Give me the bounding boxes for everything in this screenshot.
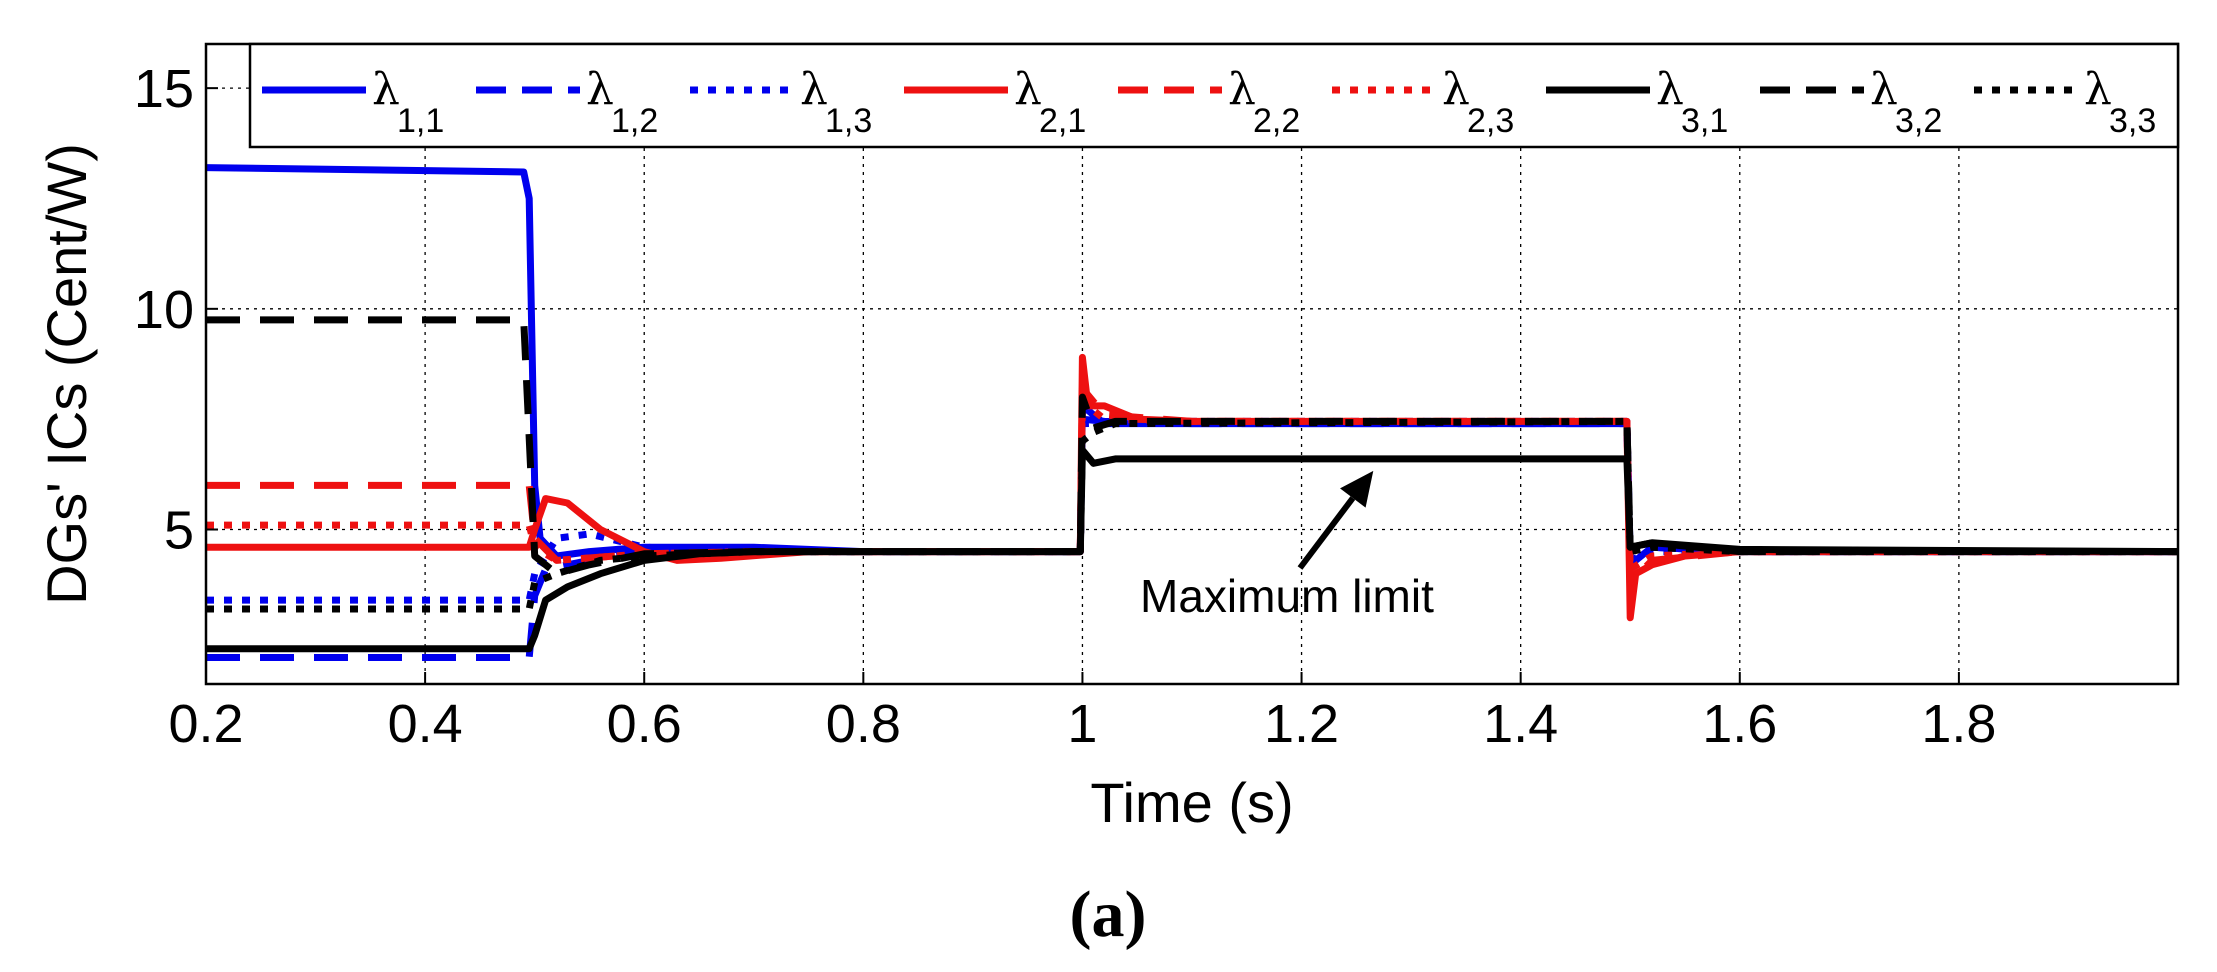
legend-subscript-3-1: 3,1 <box>1681 102 1728 140</box>
x-axis-title: Time (s) <box>1090 771 1293 834</box>
series-line-3-3 <box>206 417 2178 613</box>
legend-subscript-3-3: 3,3 <box>2109 102 2156 140</box>
y-tick-label: 15 <box>134 59 194 119</box>
legend-label-2-2: λ <box>1228 64 1256 115</box>
legend-label-1-1: λ <box>372 64 400 115</box>
series-line-1-1 <box>205 164 2178 569</box>
x-tick-label: 1.2 <box>1264 694 1339 754</box>
annotation-text: Maximum limit <box>1140 570 1434 622</box>
legend-subscript-3-2: 3,2 <box>1895 102 1942 140</box>
legend-subscript-2-1: 2,1 <box>1039 102 1086 140</box>
annotation: Maximum limit <box>1140 470 1434 622</box>
legend: λ1,1λ1,2λ1,3λ2,1λ2,2λ2,3λ3,1λ3,2λ3,3 <box>248 42 2180 149</box>
x-tick-label: 0.4 <box>388 694 463 754</box>
legend-label-2-1: λ <box>1014 64 1042 115</box>
x-tick-label: 0.6 <box>607 694 682 754</box>
axis-ticks: 0.2 0.4 0.6 0.8 1 1.2 1.4 1.6 1.8 5 10 15 <box>134 59 1997 754</box>
series-layer <box>205 164 2179 661</box>
x-tick-label: 0.8 <box>826 694 901 754</box>
legend-label-3-2: λ <box>1870 64 1898 115</box>
legend-subscript-1-1: 1,1 <box>397 102 444 140</box>
series-line-2-1 <box>206 353 2178 622</box>
legend-label-3-1: λ <box>1656 64 1684 115</box>
annotation-arrowhead <box>1340 470 1374 508</box>
y-tick-label: 10 <box>134 280 194 340</box>
y-tick-label: 5 <box>164 501 194 561</box>
legend-subscript-2-3: 2,3 <box>1467 102 1514 140</box>
x-tick-label: 1.4 <box>1483 694 1558 754</box>
series-line-2-2 <box>206 384 2178 586</box>
x-tick-label: 1.6 <box>1702 694 1777 754</box>
legend-subscript-1-3: 1,3 <box>825 102 872 140</box>
x-tick-label: 1 <box>1067 694 1097 754</box>
legend-label-2-3: λ <box>1442 64 1470 115</box>
legend-label-1-3: λ <box>800 64 828 115</box>
legend-box <box>248 42 2180 149</box>
panel-label: (a) <box>1070 878 1147 951</box>
legend-label-3-3: λ <box>2084 64 2112 115</box>
legend-subscript-2-2: 2,2 <box>1253 102 1300 140</box>
x-tick-label: 0.2 <box>168 694 243 754</box>
series-line-3-2 <box>206 316 2178 578</box>
y-axis-title: DGs' ICs (Cent/W) <box>35 143 98 605</box>
annotation-arrow <box>1297 496 1356 570</box>
legend-label-1-2: λ <box>586 64 614 115</box>
legend-subscript-1-2: 1,2 <box>611 102 658 140</box>
x-tick-label: 1.8 <box>1921 694 1996 754</box>
